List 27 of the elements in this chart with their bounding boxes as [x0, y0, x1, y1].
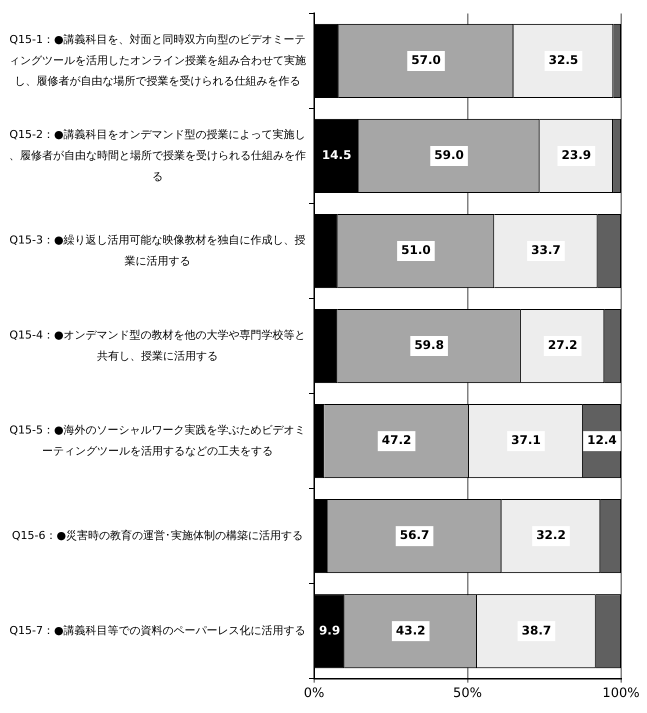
data-label: 32.5 — [548, 53, 578, 68]
data-label: 38.7 — [522, 623, 552, 638]
data-label: 59.8 — [414, 338, 444, 352]
data-label: 47.2 — [382, 433, 412, 448]
data-label: 51.0 — [401, 243, 431, 258]
data-label: 33.7 — [531, 243, 561, 258]
y-tick-label: Q15-5：●海外のソーシャルワーク実践を学ぶためビデオミーティングツールを活用するなどの工夫をする — [9, 423, 306, 458]
x-tick-label: 0% — [304, 686, 324, 701]
y-tick-label: Q15-2：●講義科目をオンデマンド型の授業によって実施し、履修者が自由な時間と場所で授業を受けられる仕組みを作る — [9, 128, 306, 183]
data-label: 43.2 — [396, 623, 426, 638]
data-label: 56.7 — [400, 528, 430, 542]
y-tick-label: Q15-1：●講義科目を、対面と同時双方向型のビデオミーティングツールを活用したオンライン授業を組み合わせて実施し、履修者が自由な場所で授業を受けられる仕組みを作る — [9, 32, 306, 88]
x-tick-label: 50% — [453, 686, 482, 701]
y-tick-label: Q15-6：●災害時の教育の運営･実施体制の構築に活用する — [12, 528, 304, 542]
data-label: 23.9 — [562, 148, 592, 162]
data-label: 37.1 — [511, 433, 541, 448]
data-label: 9.9 — [318, 623, 340, 638]
y-tick-label: Q15-4：●オンデマンド型の教材を他の大学や専門学校等と共有し、授業に活用する — [9, 328, 306, 362]
data-label: 59.0 — [434, 148, 464, 162]
x-tick-label: 100% — [602, 686, 640, 701]
data-label: 57.0 — [411, 53, 441, 68]
y-tick-label: Q15-3：●繰り返し活用可能な映像教材を独自に作成し、授業に活用する — [9, 233, 306, 268]
y-tick-label: Q15-7：●講義科目等での資料のペーパーレス化に活用する — [9, 624, 306, 637]
data-label: 12.4 — [587, 433, 617, 448]
data-label: 32.2 — [536, 528, 566, 542]
data-label: 27.2 — [548, 338, 578, 352]
data-label: 14.5 — [322, 148, 352, 162]
